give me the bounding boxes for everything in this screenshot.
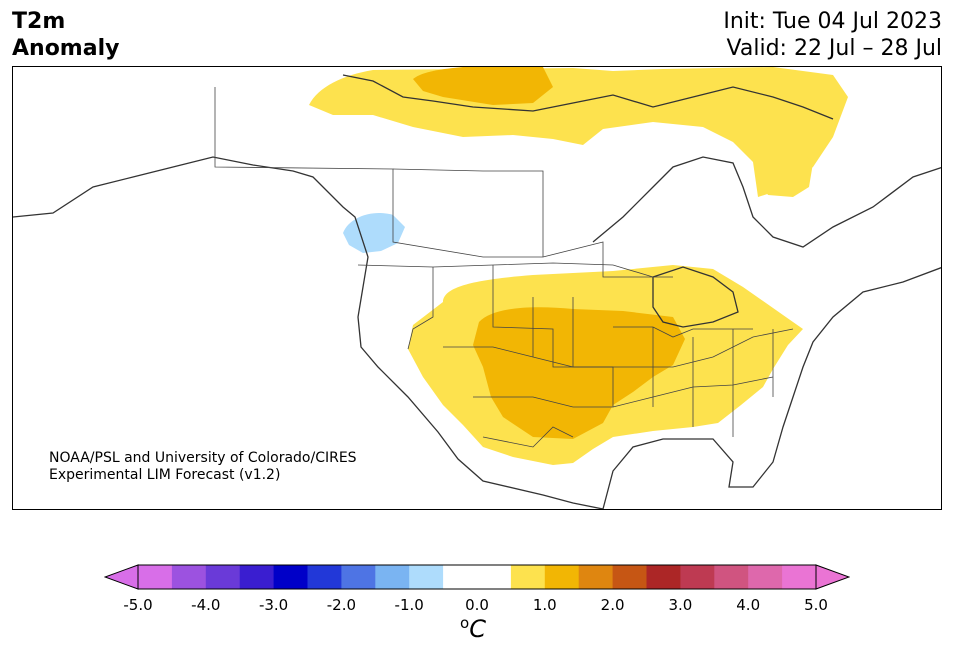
colorbar-cell (205, 565, 241, 589)
forecast-credit: NOAA/PSL and University of Colorado/CIRE… (49, 450, 357, 484)
colorbar-border (137, 564, 817, 590)
map-title: T2m Anomaly (12, 8, 119, 62)
anomaly-map (12, 66, 942, 510)
colorbar-cell (341, 565, 376, 589)
map-canvas (13, 67, 941, 509)
colorbar-cell (646, 565, 681, 589)
arctic-warm-anomaly (309, 67, 848, 197)
colorbar-cell (714, 565, 749, 589)
colorbar-cell (510, 565, 546, 589)
colorbar-tick-label: -3.0 (258, 596, 289, 614)
valid-date: Valid: 22 Jul – 28 Jul (726, 36, 942, 61)
colorbar (104, 564, 850, 590)
title-subtitle: Anomaly (12, 36, 120, 61)
colorbar-tick-label: -5.0 (123, 596, 153, 614)
colorbar-cell (612, 565, 647, 589)
init-date: Init: Tue 04 Jul 2023 (723, 9, 942, 34)
title-variable: T2m (12, 9, 66, 34)
colorbar-tick-label: 3.0 (668, 596, 693, 614)
colorbar-unit: oC (460, 614, 486, 643)
colorbar-tick-label: 2.0 (600, 596, 625, 614)
coastlines (13, 74, 941, 509)
arctic-strong-anomaly (413, 67, 553, 105)
colorbar-cell (578, 565, 614, 589)
colorbar-tick-label: -4.0 (191, 596, 221, 614)
borders (214, 87, 794, 448)
colorbar-cell (409, 565, 444, 589)
colorbar-cell (748, 565, 783, 589)
colorbar-cell (782, 565, 817, 589)
colorbar-cell (138, 565, 173, 589)
colorbar-tick-label: 1.0 (532, 596, 557, 614)
colorbar-cell (273, 565, 308, 589)
colorbar-tick-label: 0.0 (465, 596, 489, 614)
colorbar-cell (375, 565, 410, 589)
colorbar-cell (680, 565, 715, 589)
colorbar-cell (307, 565, 342, 589)
unit-degree: o (460, 614, 470, 632)
credit-line-2: Experimental LIM Forecast (v1.2) (49, 467, 281, 483)
canada-cold-anomaly (343, 213, 405, 253)
colorbar-ticks: -5.0 -4.0 -3.0 -2.0 -1.0 0.0 1.0 2.0 3.0 4.0 5.0 (0, 596, 953, 616)
greenland-warm-anomaly (755, 150, 813, 197)
colorbar-tick-label: 4.0 (736, 596, 761, 614)
colorbar-max-arrow (815, 564, 850, 590)
central-us-strong-anomaly (473, 307, 685, 439)
colorbar-tick-label: 5.0 (804, 596, 828, 614)
colorbar-cell (443, 565, 478, 589)
colorbar-tick-label: -1.0 (394, 596, 424, 614)
colorbar-cell (171, 565, 207, 589)
colorbar-min-arrow (104, 564, 139, 590)
colorbar-tick-label: -2.0 (326, 596, 357, 614)
unit-celsius: C (469, 615, 486, 643)
colorbar-cell (544, 565, 580, 589)
colorbar-cell (239, 565, 275, 589)
colorbar-cells (138, 565, 817, 589)
forecast-dates: Init: Tue 04 Jul 2023 Valid: 22 Jul – 28… (723, 8, 942, 62)
colorbar-cell (477, 565, 512, 589)
credit-line-1: NOAA/PSL and University of Colorado/CIRE… (49, 450, 357, 466)
